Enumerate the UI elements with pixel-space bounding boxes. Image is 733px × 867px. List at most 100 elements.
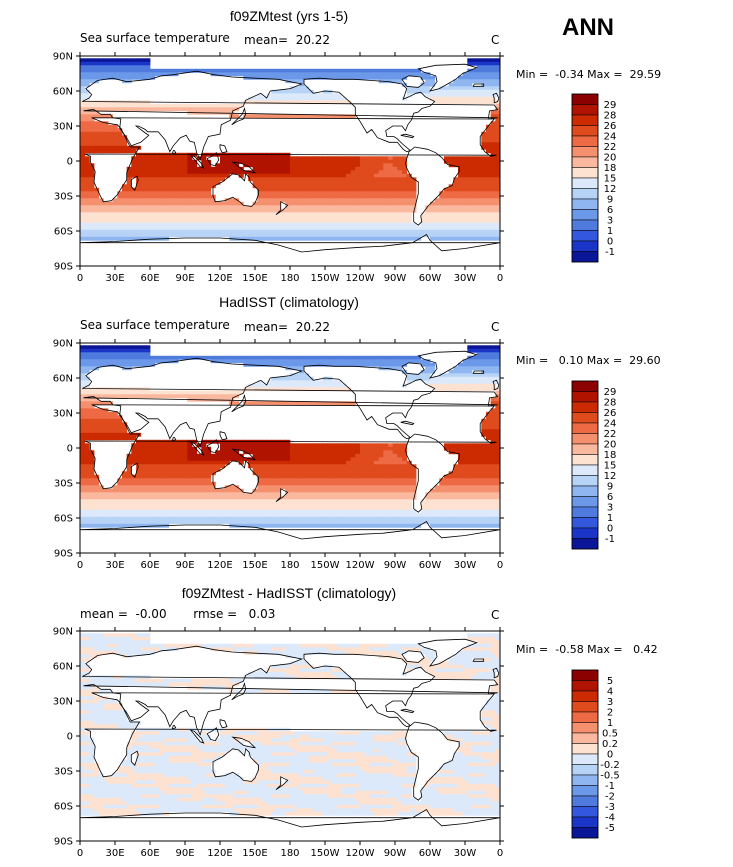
lon-tick-label: 60E [140, 848, 159, 859]
lon-tick-label: 150W [311, 848, 340, 859]
lat-tick-label: 0 [67, 157, 73, 168]
colorbar-label: 0.5 [602, 729, 618, 740]
lat-tick-label: 90S [54, 262, 73, 273]
colorbar-swatch [572, 423, 598, 434]
colorbar-label: 20 [604, 440, 617, 451]
colorbar-swatch [572, 105, 598, 116]
lat-tick-label: 30S [54, 192, 73, 203]
lon-tick-label: 30W [454, 273, 477, 284]
colorbar-label: 26 [604, 408, 617, 419]
colorbar-label: 0 [607, 237, 613, 248]
colorbar-swatch [572, 147, 598, 158]
lon-tick-label: 60E [140, 273, 159, 284]
colorbar-swatch [572, 241, 598, 252]
lon-tick-label: 0 [77, 273, 83, 284]
colorbar-swatch [572, 507, 598, 518]
lon-tick-label: 30W [454, 848, 477, 859]
lon-tick-label: 0 [497, 273, 503, 284]
colorbar-label: 24 [604, 132, 617, 143]
lat-tick-label: 60N [53, 87, 73, 98]
field-layer [80, 633, 500, 815]
colorbar-swatch [572, 723, 598, 734]
colorbar-label: 3 [607, 503, 613, 514]
colorbar-swatch [572, 231, 598, 242]
colorbar-label: -4 [605, 813, 615, 824]
colorbar-label: 24 [604, 419, 617, 430]
colorbar-label: -1 [605, 781, 615, 792]
lon-tick-label: 90E [175, 560, 194, 571]
colorbar-swatch [572, 157, 598, 168]
colorbar-swatch [572, 392, 598, 403]
lon-tick-label: 120E [207, 273, 232, 284]
colorbar-label: 15 [604, 174, 617, 185]
colorbar-label: 1 [607, 718, 613, 729]
panel-3-minmax: Min = -0.58 Max = 0.42 [516, 643, 658, 656]
lat-tick-label: 90S [54, 549, 73, 560]
lon-tick-label: 60W [419, 848, 442, 859]
colorbar-swatch [572, 199, 598, 210]
panel-1-mean-label: mean= 20.22 [244, 33, 330, 47]
lat-tick-label: 60S [54, 227, 73, 238]
colorbar-swatch [572, 754, 598, 765]
lat-tick-label: 60N [53, 662, 73, 673]
coastline-cuba [401, 709, 414, 713]
lon-tick-label: 90W [384, 560, 407, 571]
colorbar-swatch [572, 681, 598, 692]
lon-tick-label: 180 [280, 848, 299, 859]
colorbar-swatch [572, 476, 598, 487]
colorbar-label: 28 [604, 111, 617, 122]
colorbar-swatch [572, 807, 598, 818]
colorbar-swatch [572, 528, 598, 539]
panel-1-units-label: C [491, 33, 499, 47]
coastline-philippines [220, 720, 227, 728]
field-layer [80, 345, 500, 527]
panel-3-units-label: C [491, 608, 499, 622]
colorbar-label: 0 [607, 524, 613, 535]
colorbar-label: 28 [604, 398, 617, 409]
colorbar-label: 22 [604, 142, 617, 153]
coastline-cuba [401, 134, 414, 138]
field-layer [80, 58, 500, 240]
colorbar-swatch [572, 670, 598, 681]
lon-tick-label: 150E [242, 848, 267, 859]
lon-tick-label: 150E [242, 560, 267, 571]
colorbar-swatch [572, 539, 598, 550]
colorbar-swatch [572, 115, 598, 126]
colorbar-swatch [572, 786, 598, 797]
colorbar-swatch [572, 775, 598, 786]
panel-3-stats-label: mean = -0.00 rmse = 0.03 [80, 607, 275, 621]
colorbar-label: 5 [607, 676, 613, 687]
colorbar-swatch [572, 178, 598, 189]
lon-tick-label: 120W [346, 848, 375, 859]
colorbar-swatch [572, 518, 598, 529]
colorbar-swatch [572, 733, 598, 744]
lat-tick-label: 30N [53, 409, 73, 420]
colorbar-label: 26 [604, 121, 617, 132]
colorbar-swatch [572, 691, 598, 702]
colorbar-swatch [572, 413, 598, 424]
lon-tick-label: 120E [207, 848, 232, 859]
panel-1-variable-label: Sea surface temperature [80, 31, 230, 45]
colorbar-swatch [572, 220, 598, 231]
colorbar-swatch [572, 497, 598, 508]
panel-3-title: f09ZMtest - HadISST (climatology) [89, 585, 489, 601]
panel-1-title: f09ZMtest (yrs 1-5) [89, 8, 489, 24]
coastline-philippines [220, 432, 227, 440]
lon-tick-label: 0 [77, 848, 83, 859]
lat-tick-label: 90N [53, 339, 73, 350]
lon-tick-label: 180 [280, 560, 299, 571]
colorbar-swatch [572, 796, 598, 807]
colorbar-swatch [572, 168, 598, 179]
colorbar-label: 6 [607, 492, 613, 503]
coastline-cuba [401, 421, 414, 425]
colorbar-swatch [572, 252, 598, 263]
colorbar-label: 18 [604, 163, 617, 174]
lon-tick-label: 60E [140, 560, 159, 571]
colorbar-label: 4 [607, 687, 613, 698]
colorbar-label: 1 [607, 226, 613, 237]
panel-2-title: HadISST (climatology) [89, 294, 489, 310]
colorbar-label: 29 [604, 387, 617, 398]
